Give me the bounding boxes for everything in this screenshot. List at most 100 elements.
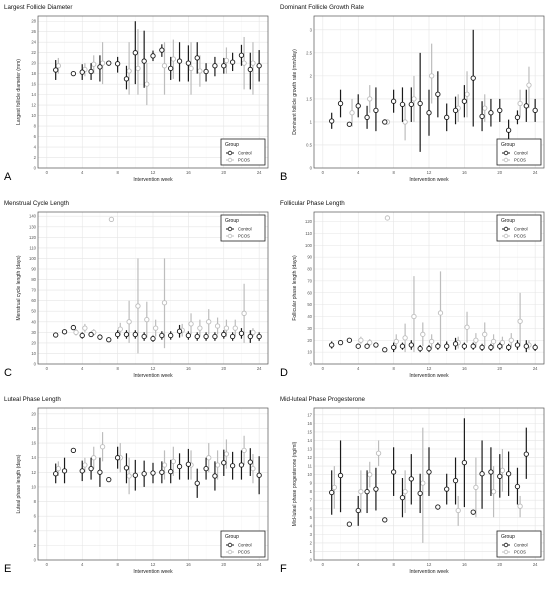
y-tick-label: 16: [31, 441, 36, 446]
x-axis-label: Intervention week: [409, 177, 449, 183]
data-point: [168, 65, 174, 72]
data-point: [161, 63, 168, 69]
data-point: [126, 68, 132, 74]
series-control: [53, 21, 262, 90]
y-tick-label: 50: [307, 302, 312, 307]
data-point: [159, 47, 165, 53]
legend-swatch-point: [503, 233, 509, 239]
data-point: [79, 332, 85, 339]
data-point: [203, 68, 209, 75]
x-tick-label: 24: [533, 562, 538, 567]
series-pcos: [73, 216, 256, 354]
y-tick-label: 4: [310, 523, 313, 528]
y-axis-label: Follicular phase length (days): [292, 255, 298, 321]
x-axis-label: Intervention week: [409, 373, 449, 379]
data-point: [114, 331, 121, 338]
data-point: [473, 337, 479, 343]
data-point: [232, 325, 238, 331]
data-point: [106, 60, 112, 66]
series-pcos: [55, 432, 256, 495]
data-point: [150, 336, 156, 342]
data-point: [153, 325, 159, 331]
series-control: [53, 446, 262, 498]
data-point: [382, 347, 388, 353]
legend-title: Group: [501, 142, 515, 148]
legend-swatch-point: [503, 542, 509, 548]
data-point: [88, 68, 94, 75]
y-tick-label: 0.5: [306, 142, 312, 147]
y-tick-label: 0: [310, 166, 313, 171]
legend-label: PCOS: [514, 234, 526, 239]
data-point: [382, 119, 388, 125]
y-tick-label: 6: [34, 514, 37, 519]
y-tick-label: 14: [31, 92, 36, 97]
x-axis-label: Intervention week: [409, 569, 449, 575]
data-point: [470, 509, 476, 515]
data-point: [99, 444, 106, 450]
data-point: [82, 325, 88, 331]
y-tick-label: 12: [31, 470, 36, 475]
y-tick-label: 100: [29, 256, 37, 261]
data-point: [203, 333, 209, 340]
data-point: [53, 332, 59, 338]
x-tick-label: 0: [46, 170, 49, 175]
x-tick-label: 20: [497, 170, 502, 175]
data-point: [499, 467, 506, 473]
legend: Group Control PCOS: [220, 530, 266, 558]
y-tick-label: 20: [31, 411, 36, 416]
y-tick-label: 80: [31, 277, 36, 282]
data-point: [144, 81, 150, 87]
data-point: [358, 337, 364, 343]
x-tick-label: 16: [186, 170, 191, 175]
x-tick-label: 0: [322, 562, 325, 567]
y-tick-label: 2.5: [306, 50, 312, 55]
data-point: [214, 323, 221, 329]
legend-swatch-point: [227, 157, 233, 163]
x-tick-label: 20: [497, 366, 502, 371]
x-tick-label: 8: [392, 562, 395, 567]
data-point: [144, 317, 150, 323]
data-point: [150, 470, 156, 476]
data-point: [132, 50, 138, 56]
y-tick-label: 16: [307, 421, 312, 426]
data-point: [488, 469, 494, 475]
data-point: [161, 300, 168, 306]
data-point: [452, 341, 459, 347]
legend-swatch-point: [227, 233, 233, 239]
legend-title: Group: [225, 534, 239, 540]
data-point: [197, 325, 203, 331]
y-tick-label: 12: [307, 455, 312, 460]
data-point: [256, 333, 262, 340]
data-point: [523, 103, 529, 109]
data-point: [256, 472, 262, 478]
x-tick-label: 20: [497, 562, 502, 567]
x-axis-label: Intervention week: [133, 373, 173, 379]
data-point: [464, 324, 470, 330]
data-point: [126, 473, 132, 479]
data-point: [505, 344, 512, 351]
data-point: [461, 98, 468, 104]
y-tick-label: 3: [310, 532, 313, 537]
y-tick-label: 10: [31, 113, 36, 118]
data-point: [479, 344, 485, 351]
data-point: [91, 61, 97, 67]
data-point: [70, 324, 77, 331]
y-tick-label: 7: [310, 498, 313, 503]
data-point: [390, 469, 397, 475]
plot-border: [313, 407, 545, 561]
x-tick-label: 4: [357, 562, 360, 567]
data-point: [390, 98, 397, 104]
data-point: [214, 462, 221, 468]
data-point: [514, 114, 521, 120]
x-tick-label: 4: [357, 170, 360, 175]
chart-title: Luteal Phase Length: [4, 396, 61, 403]
legend-swatch-point: [503, 150, 509, 156]
legend: Group Control PCOS: [496, 214, 542, 242]
data-point: [176, 463, 183, 470]
y-tick-label: 10: [307, 472, 312, 477]
legend-label: PCOS: [238, 550, 250, 555]
data-point: [132, 472, 138, 478]
data-point: [194, 480, 200, 486]
data-point: [402, 489, 408, 495]
x-tick-label: 12: [427, 562, 432, 567]
